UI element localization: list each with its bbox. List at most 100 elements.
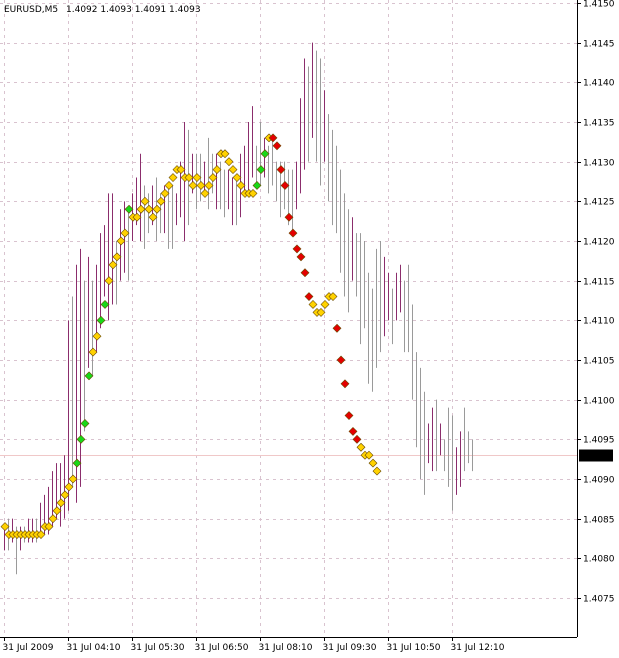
indicator-dot [268,133,278,143]
x-tick-label: 31 Jul 04:10 [67,643,121,653]
ohlc-readout: 1.4092 1.4093 1.4091 1.4093 [66,5,201,15]
indicator-dot [220,149,230,159]
indicator-dot [304,292,314,301]
indicator-dot [208,173,218,182]
x-tick-label: 31 Jul 05:30 [131,643,185,653]
indicator-dot [228,165,238,175]
price-marker: 1.4093 [579,449,614,462]
indicator-dot [144,204,154,214]
indicator-dot [184,173,194,182]
x-tick-label: 31 Jul 10:50 [387,643,441,653]
y-tick-label: 1.4110 [583,317,615,327]
indicator-dot [224,157,234,167]
indicator-dot [272,141,282,151]
indicator-dot [236,181,246,190]
indicator-dot [116,236,126,246]
indicator-dot [292,244,302,254]
indicator-dot [148,212,158,222]
indicator-dot [348,426,358,436]
x-tick-label: 31 Jul 2009 [3,643,54,653]
indicator-dot [296,252,306,262]
indicator-dot [48,514,58,524]
indicator-dot [276,165,286,175]
indicator-dot [196,181,206,190]
indicator-dot [364,450,374,460]
y-tick-label: 1.4130 [583,159,615,169]
indicator-dot [68,474,78,484]
indicator-dot [368,458,378,468]
indicator-dot [124,204,134,214]
gridlines [0,0,577,637]
indicator-dot [60,490,70,500]
y-tick-label: 1.4140 [583,79,615,89]
indicator-dot [204,181,214,190]
indicator-dot [44,522,54,532]
y-tick-label: 1.4075 [583,595,615,605]
y-tick-label: 1.4080 [583,555,615,565]
symbol-label: EURUSD,M5 [4,5,58,15]
y-tick-label: 1.4115 [583,278,615,288]
y-tick-label: 1.4105 [583,357,615,367]
indicator-dot [284,212,294,222]
x-tick-label: 31 Jul 09:30 [323,643,377,653]
indicator-dot [88,347,98,357]
x-tick-label: 31 Jul 08:10 [259,643,313,653]
indicator-dot [164,181,174,190]
indicator-dot [300,268,310,278]
indicator-dot [188,181,198,190]
indicator-dot [252,181,262,190]
indicator-dot [260,149,270,159]
y-tick-label: 1.4100 [583,397,615,407]
price-marker-label: 1.4093 [582,452,614,462]
indicator-dot [176,165,186,175]
indicator-dot [120,228,130,238]
y-tick-label: 1.4135 [583,119,615,129]
chart-header: EURUSD,M5 1.4092 1.4093 1.4091 1.4093 [4,5,201,15]
indicator-dot [232,173,242,182]
indicator-dot [356,442,366,452]
indicator-dot [280,181,290,190]
indicator-dot [96,315,106,325]
indicator-dot [344,411,354,420]
y-tick-label: 1.4150 [583,0,615,10]
indicator-dot [80,419,90,428]
y-tick-label: 1.4125 [583,198,615,208]
indicator-dot [212,165,222,175]
y-tick-label: 1.4095 [583,436,615,446]
indicator-dot [288,228,298,238]
y-tick-label: 1.4085 [583,516,615,526]
x-tick-label: 31 Jul 12:10 [451,643,505,653]
indicator-dot [104,276,114,286]
indicator-dot [132,212,142,222]
indicator-dot [72,458,82,468]
indicator-dot [152,204,162,214]
indicator-dot [372,466,382,476]
indicator-dot [64,482,74,492]
indicator-dot [168,173,178,182]
indicator-dot [352,434,362,444]
indicator-dot [336,355,346,365]
indicator-dot [0,522,10,532]
indicator-dot [332,323,342,333]
indicator-dot [108,260,118,270]
indicator-dots [0,133,382,539]
indicator-dot [136,204,146,214]
indicator-dot [340,379,350,389]
indicator-dot [112,252,122,262]
indicator-dot [36,530,46,539]
indicator-dot [320,300,330,309]
indicator-dot [100,300,110,309]
indicator-dot [156,196,166,206]
indicator-dot [316,307,326,317]
price-marker-box [579,449,613,462]
indicator-dot [76,434,86,444]
indicator-dot [56,498,66,508]
y-tick-label: 1.4090 [583,476,615,486]
indicator-dot [256,165,266,175]
x-tick-label: 31 Jul 06:50 [195,643,249,653]
indicator-dot [140,196,150,206]
indicator-dot [52,506,62,516]
